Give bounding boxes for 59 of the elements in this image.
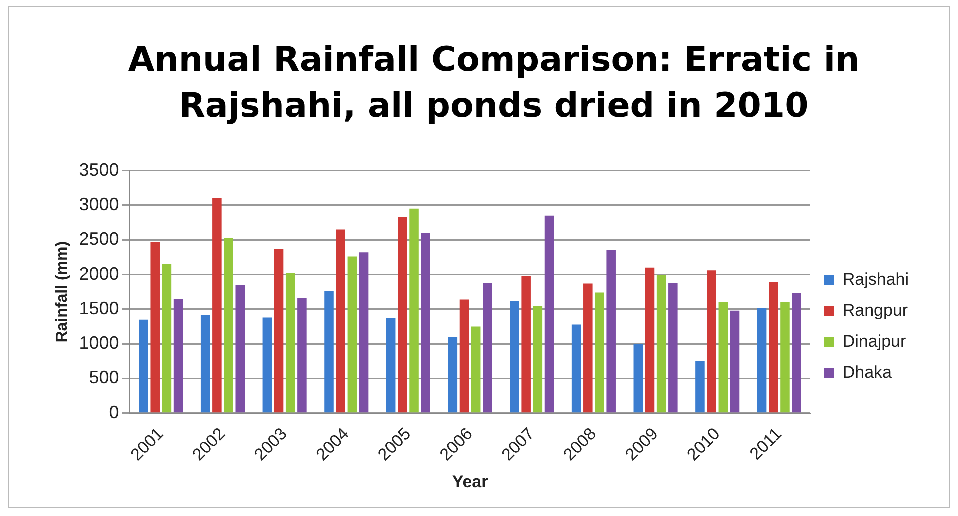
y-tick-label: 0	[109, 402, 120, 422]
chart-title: Annual Rainfall Comparison: Erratic in Rajshahi, all ponds dried in 2010	[127, 39, 861, 128]
bar	[212, 198, 222, 413]
bar	[533, 306, 543, 413]
bar	[471, 326, 481, 413]
bar	[595, 292, 604, 413]
legend-label: Rangpur	[842, 301, 908, 320]
y-axis-title: Rainfall (mm)	[54, 241, 72, 343]
legend-label: Dhaka	[842, 363, 893, 382]
bar	[324, 291, 334, 413]
y-tick-label: 3500	[79, 160, 120, 180]
bar	[348, 256, 358, 413]
bar	[386, 318, 396, 413]
bar	[286, 273, 296, 413]
legend-label: Rajshahi	[842, 270, 910, 290]
bar	[730, 310, 740, 413]
y-tick-label: 1500	[79, 298, 120, 318]
bar	[656, 275, 666, 413]
bar	[634, 344, 644, 413]
y-tick-label: 1000	[79, 333, 120, 354]
bar	[236, 285, 246, 413]
bar	[757, 308, 767, 413]
legend-label: Dinajpur	[842, 332, 906, 352]
bar	[150, 242, 160, 413]
bar	[224, 238, 234, 413]
bar	[696, 361, 705, 413]
bar	[139, 320, 148, 413]
y-tick-label: 2500	[79, 229, 120, 250]
bar	[359, 252, 369, 413]
bar	[792, 294, 802, 413]
bar	[718, 302, 728, 413]
bar	[298, 298, 307, 413]
bar	[510, 301, 520, 413]
bar	[780, 302, 790, 413]
bar	[707, 270, 716, 413]
bar	[398, 217, 408, 413]
bar	[174, 299, 184, 413]
bar	[668, 283, 678, 413]
bar	[448, 337, 458, 413]
bar	[769, 282, 778, 413]
bar	[460, 300, 470, 413]
bar	[410, 208, 419, 413]
y-tick-label: 500	[89, 368, 120, 388]
bar	[262, 318, 272, 413]
y-tick-label: 2000	[79, 264, 120, 284]
y-tick-label: 3000	[79, 194, 120, 214]
bar	[421, 233, 430, 413]
bar	[483, 283, 492, 413]
bar	[584, 284, 593, 413]
bar	[645, 268, 655, 413]
bar	[274, 249, 284, 413]
bar	[162, 264, 172, 413]
x-axis-title: Year	[452, 472, 489, 492]
bar	[572, 324, 582, 413]
bar	[522, 276, 531, 413]
bar	[200, 314, 210, 413]
bar	[606, 250, 616, 413]
bar	[544, 216, 554, 413]
bar	[336, 230, 346, 413]
